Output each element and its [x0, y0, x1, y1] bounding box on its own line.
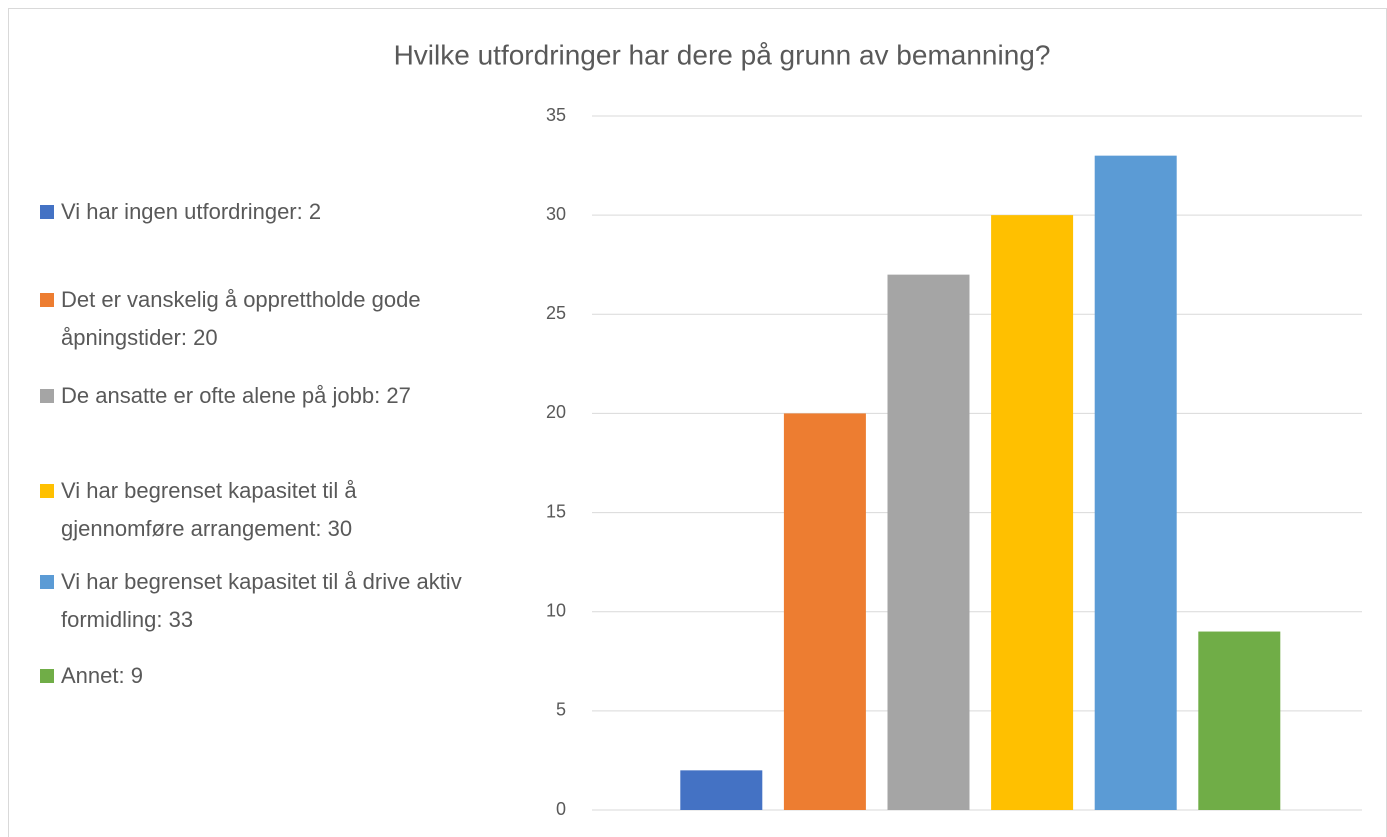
legend-item: Vi har ingen utfordringer: 2: [40, 193, 480, 231]
bar: [680, 770, 763, 810]
y-tick-label: 5: [556, 700, 566, 720]
legend-swatch: [40, 389, 54, 403]
y-tick-label: 0: [556, 799, 566, 819]
chart-border: [8, 8, 1387, 837]
legend-item: Vi har begrenset kapasitet til å gjennom…: [40, 472, 480, 548]
legend-label: Det er vanskelig å opprettholde gode åpn…: [61, 287, 421, 350]
chart-title: Hvilke utfordringer har dere på grunn av…: [394, 39, 1051, 70]
y-tick-label: 30: [546, 204, 566, 224]
legend-item: Det er vanskelig å opprettholde gode åpn…: [40, 281, 480, 357]
legend-swatch: [40, 484, 54, 498]
legend-label: Vi har begrenset kapasitet til å drive a…: [61, 569, 462, 632]
legend-label: De ansatte er ofte alene på jobb: 27: [61, 383, 411, 408]
y-tick-label: 35: [546, 105, 566, 125]
legend-swatch: [40, 293, 54, 307]
legend-swatch: [40, 205, 54, 219]
y-tick-label: 25: [546, 303, 566, 323]
bar: [991, 215, 1074, 811]
bar: [1094, 155, 1177, 810]
bar: [783, 413, 866, 810]
legend-item: Vi har begrenset kapasitet til å drive a…: [40, 563, 480, 639]
legend-label: Vi har ingen utfordringer: 2: [61, 199, 322, 224]
bar: [887, 274, 970, 811]
legend-item: Annet: 9: [40, 657, 480, 695]
legend-swatch: [40, 575, 54, 589]
legend-item: De ansatte er ofte alene på jobb: 27: [40, 377, 480, 415]
bar: [1198, 631, 1281, 810]
y-tick-label: 15: [546, 501, 566, 521]
legend-label: Vi har begrenset kapasitet til å gjennom…: [61, 478, 357, 541]
y-tick-label: 10: [546, 600, 566, 620]
legend-swatch: [40, 669, 54, 683]
y-tick-label: 20: [546, 402, 566, 422]
legend-label: Annet: 9: [61, 663, 143, 688]
